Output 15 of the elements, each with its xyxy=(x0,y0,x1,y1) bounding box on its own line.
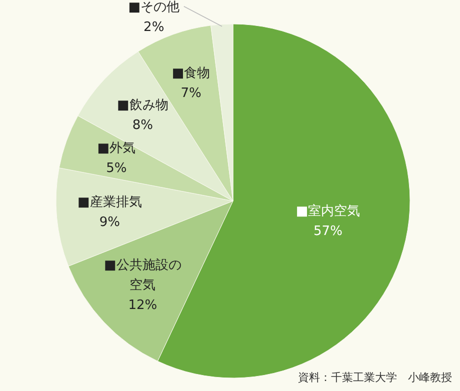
slice-label: ■室内空気 xyxy=(296,203,360,222)
slice-label: ■食物 xyxy=(172,65,210,84)
data-label: 9% xyxy=(98,214,121,232)
slice-label: ■外気 xyxy=(97,140,136,158)
data-label: 2% xyxy=(142,19,166,38)
slice-label: ■その他 xyxy=(128,0,180,18)
data-label: 7% xyxy=(180,85,202,104)
slice-label: ■飲み物 xyxy=(117,97,168,116)
data-label: 8% xyxy=(131,117,154,136)
data-label: 57% xyxy=(312,223,344,242)
slice-label: ■産業排気 xyxy=(77,194,142,212)
text: 資料：千葉工業大学 小峰教授 xyxy=(298,370,452,385)
data-label: 12% xyxy=(127,296,158,315)
slice-label: ■公共施設の空気 xyxy=(103,256,182,295)
data-label: 5% xyxy=(105,160,128,178)
